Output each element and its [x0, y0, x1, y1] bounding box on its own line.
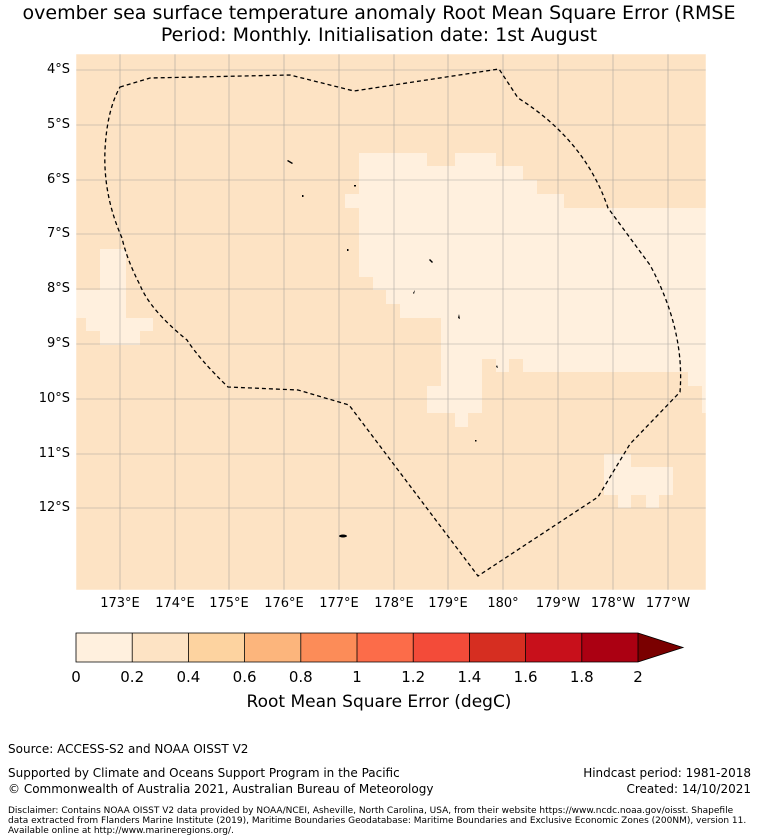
created-date: Created: 14/10/2021	[626, 782, 751, 796]
chart-title-line1: ovember sea surface temperature anomaly …	[22, 2, 736, 24]
lat-label: 9°S	[46, 336, 70, 351]
island	[354, 185, 356, 187]
colorbar-bin	[525, 633, 582, 662]
low-rmse-patches	[76, 153, 706, 508]
colorbar-tick-label: 1.2	[401, 668, 426, 686]
lat-label: 11°S	[38, 446, 70, 461]
lat-label: 10°S	[38, 391, 70, 406]
colorbar	[75, 632, 685, 663]
island	[496, 365, 498, 368]
colorbar-outline	[75, 632, 685, 663]
colorbar-bin	[132, 633, 189, 662]
colorbar-label: Root Mean Square Error (degC)	[246, 692, 512, 712]
colorbar-tick-label: 0.6	[232, 668, 257, 686]
island	[475, 440, 477, 442]
map-frame	[75, 53, 707, 591]
lat-label: 8°S	[46, 281, 70, 296]
colorbar-tick-label: 1.6	[513, 668, 538, 686]
colorbar-tick-label: 0.4	[176, 668, 201, 686]
colorbar-bin	[244, 633, 301, 662]
colorbar-bin	[357, 633, 414, 662]
colorbar-tick-label: 0.2	[120, 668, 145, 686]
lat-label: 5°S	[46, 117, 70, 132]
gridlines	[76, 54, 706, 590]
lon-label: 178°E	[374, 596, 414, 611]
supported-text: Supported by Climate and Oceans Support …	[8, 766, 400, 780]
lon-label: 177°W	[645, 596, 691, 611]
source-text: Source: ACCESS-S2 and NOAA OISST V2	[8, 742, 249, 756]
lat-label: 6°S	[46, 172, 70, 187]
island	[302, 195, 304, 197]
lon-label: 175°E	[209, 596, 249, 611]
colorbar-bin	[300, 633, 357, 662]
lat-label: 4°S	[46, 62, 70, 77]
colorbar-bin	[413, 633, 470, 662]
lat-label: 12°S	[38, 500, 70, 515]
lon-label: 179°E	[428, 596, 468, 611]
colorbar-bin	[581, 633, 638, 662]
copyright-text: © Commonwealth of Australia 2021, Austra…	[8, 782, 434, 796]
colorbar-tick-label: 2	[633, 668, 643, 686]
island	[347, 249, 349, 251]
low-rmse-patch-east	[604, 454, 673, 508]
lon-label: 173°E	[100, 596, 140, 611]
island	[339, 534, 347, 538]
colorbar-tick-label: 1	[352, 668, 362, 686]
island	[287, 160, 293, 164]
colorbar-bin	[188, 633, 245, 662]
lat-label: 7°S	[46, 226, 70, 241]
hindcast-period: Hindcast period: 1981-2018	[583, 766, 751, 780]
chart-title-line2: Period: Monthly. Initialisation date: 1s…	[160, 24, 598, 46]
island	[458, 314, 460, 319]
island	[413, 290, 415, 294]
islands	[287, 160, 498, 538]
low-rmse-patch-central	[345, 153, 706, 427]
disclaimer-text: Disclaimer: Contains NOAA OISST V2 data …	[8, 806, 747, 836]
colorbar-tick-label: 0	[71, 668, 81, 686]
colorbar-tick-label: 1.8	[569, 668, 594, 686]
lon-label: 177°E	[319, 596, 359, 611]
island	[429, 259, 433, 263]
lon-label: 176°E	[264, 596, 304, 611]
lon-label: 179°W	[535, 596, 581, 611]
lon-label: 174°E	[155, 596, 195, 611]
colorbar-tick-label: 1.4	[457, 668, 482, 686]
colorbar-extend-arrow	[638, 633, 683, 662]
low-rmse-patch-west	[76, 249, 153, 345]
lon-label: 178°W	[590, 596, 636, 611]
colorbar-tick-label: 0.8	[288, 668, 313, 686]
colorbar-bin	[76, 633, 133, 662]
lon-label: 180°	[487, 596, 519, 611]
colorbar-bin	[469, 633, 526, 662]
